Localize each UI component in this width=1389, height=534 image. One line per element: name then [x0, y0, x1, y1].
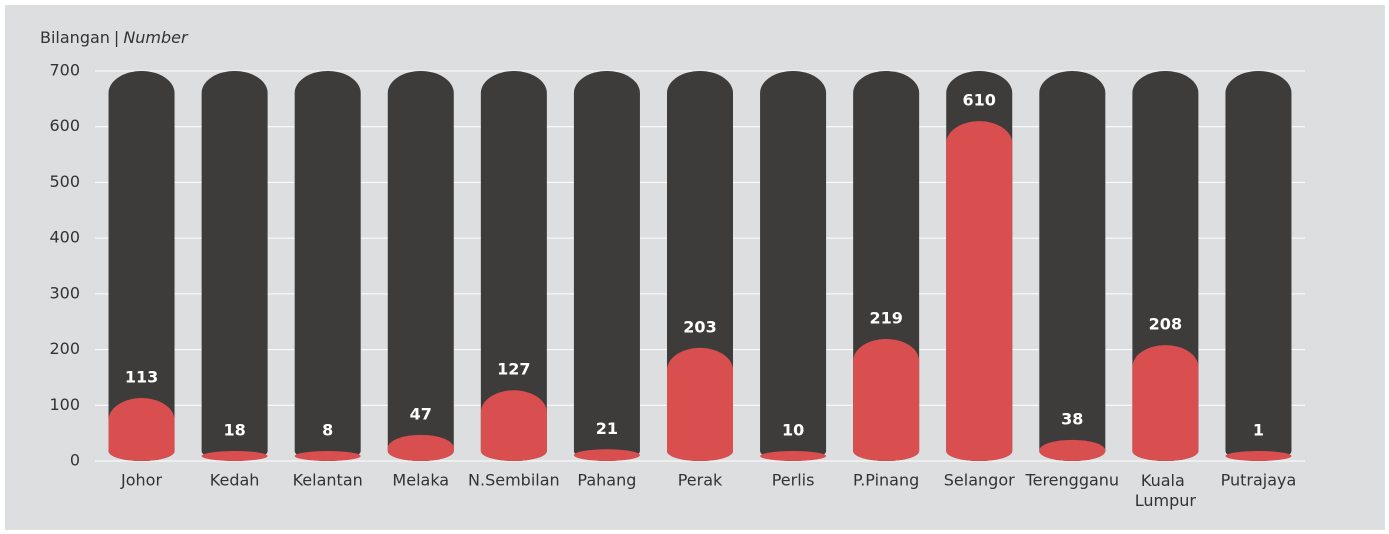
x-tick-label: Kuala Lumpur [1135, 471, 1197, 510]
bar-track [1039, 71, 1106, 462]
y-label-malay: Bilangan [40, 28, 110, 47]
y-tick-label: 200 [49, 339, 80, 358]
bar [760, 451, 827, 462]
bar-track [108, 71, 175, 462]
data-label: 203 [683, 317, 716, 336]
bar [480, 390, 547, 461]
bar-track [1225, 71, 1292, 462]
data-label: 219 [869, 308, 902, 327]
y-tick-label: 500 [49, 172, 80, 191]
bar [853, 338, 920, 462]
y-tick-label: 700 [49, 61, 80, 80]
x-tick-label: Kedah [210, 471, 260, 490]
y-axis-label: Bilangan | Number [40, 28, 189, 47]
bar-track [573, 71, 640, 462]
bar [946, 121, 1013, 462]
y-tick-label: 600 [49, 116, 80, 135]
x-tick-label: P.Pinang [853, 471, 919, 490]
bar-track [201, 71, 268, 462]
x-tick-label: Kelantan [293, 471, 363, 490]
y-label-separator: | [114, 28, 119, 47]
y-tick-label: 300 [49, 283, 80, 302]
x-tick-label: Terengganu [1025, 471, 1120, 490]
bar [108, 398, 175, 462]
x-tick-label-line: Kuala [1141, 471, 1190, 490]
x-tick-label: Perak [678, 471, 723, 490]
x-tick-label: Perlis [772, 471, 815, 490]
bar [201, 450, 268, 462]
x-tick-label: Selangor [944, 471, 1015, 490]
y-label-english: Number [123, 28, 189, 47]
data-label: 38 [1061, 409, 1083, 428]
bar [1225, 451, 1292, 462]
data-label: 47 [410, 404, 432, 423]
bar [667, 347, 733, 461]
bar [573, 449, 640, 461]
x-tick-label: Melaka [392, 471, 449, 490]
bar [1039, 439, 1106, 462]
data-label: 610 [963, 91, 996, 110]
data-label: 10 [782, 421, 804, 440]
data-label: 18 [223, 420, 245, 439]
bar [1132, 345, 1199, 462]
y-tick-label: 400 [49, 228, 80, 247]
y-tick-label: 0 [70, 451, 80, 470]
x-tick-label: N.Sembilan [468, 471, 560, 490]
bar-track [294, 71, 361, 462]
data-label: 127 [497, 360, 530, 379]
data-label: 1 [1253, 421, 1264, 440]
x-tick-label: Johor [120, 471, 162, 490]
data-label: 8 [322, 421, 333, 440]
bar [387, 434, 454, 462]
x-tick-label: Pahang [577, 471, 636, 490]
x-tick-label-line: Lumpur [1135, 491, 1197, 510]
data-label: 21 [596, 419, 618, 438]
y-tick-label: 100 [49, 395, 80, 414]
bar-track [387, 71, 454, 462]
bar-track [760, 71, 827, 462]
data-label: 113 [125, 368, 158, 387]
bar-track [480, 71, 547, 461]
bar [294, 451, 361, 462]
x-tick-label: Putrajaya [1221, 471, 1297, 490]
data-label: 208 [1149, 315, 1182, 334]
